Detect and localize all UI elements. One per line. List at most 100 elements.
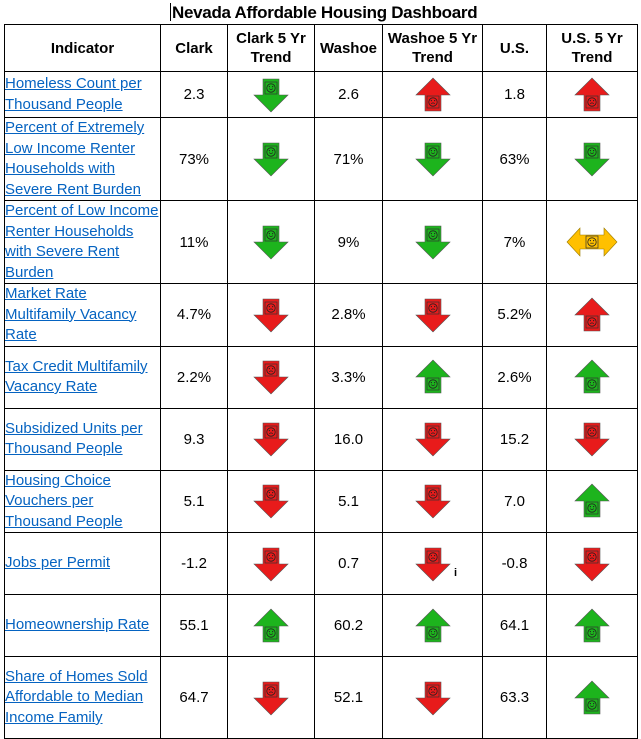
- washoe-value: 5.1: [314, 469, 383, 533]
- indicator-cell[interactable]: Percent of Extremely Low Income Renter H…: [4, 117, 161, 201]
- header-row: Indicator Clark Clark 5 Yr Trend Washoe …: [4, 24, 638, 72]
- table-row: Homeless Count per Thousand People 2.3 2.6…: [4, 71, 638, 118]
- indicator-cell[interactable]: Subsidized Units per Thousand People: [4, 407, 161, 471]
- indicator-cell[interactable]: Homeownership Rate: [4, 594, 161, 657]
- us-trend-cell: [546, 532, 638, 595]
- clark-trend-cell: [227, 200, 315, 284]
- clark-trend-cell: [227, 532, 315, 595]
- header-us-trend: U.S. 5 Yr Trend: [546, 24, 638, 72]
- bad-up-arrow-icon: [547, 77, 637, 113]
- header-us: U.S.: [482, 24, 547, 72]
- bad-down-arrow-icon: [383, 483, 482, 519]
- indicator-link[interactable]: Market Rate Multifamily Vacancy Rate: [5, 285, 137, 343]
- clark-value: 5.1: [160, 469, 228, 533]
- us-trend-cell: [546, 594, 638, 657]
- washoe-trend-cell: [382, 469, 483, 533]
- clark-value: 55.1: [160, 594, 228, 657]
- header-washoe-trend: Washoe 5 Yr Trend: [382, 24, 483, 72]
- us-value: -0.8: [482, 532, 547, 595]
- washoe-value: 2.8%: [314, 283, 383, 347]
- table-row: Subsidized Units per Thousand People 9.3 1…: [4, 407, 638, 471]
- clark-value: 11%: [160, 200, 228, 284]
- good-up-arrow-icon: [228, 608, 314, 644]
- us-value: 5.2%: [482, 283, 547, 347]
- indicator-link[interactable]: Homeless Count per Thousand People: [5, 75, 142, 113]
- bad-down-arrow-icon: [547, 546, 637, 582]
- footnote-marker: i: [453, 567, 457, 579]
- bad-down-arrow-icon: [383, 680, 482, 716]
- clark-value: 64.7: [160, 656, 228, 739]
- header-clark: Clark: [160, 24, 228, 72]
- indicator-cell[interactable]: Tax Credit Multifamily Vacancy Rate: [4, 345, 161, 409]
- page-title: Nevada Affordable Housing Dashboard: [170, 2, 478, 24]
- indicator-cell[interactable]: Market Rate Multifamily Vacancy Rate: [4, 283, 161, 347]
- good-down-arrow-icon: [383, 224, 482, 260]
- washoe-trend-cell: [382, 200, 483, 284]
- us-value: 2.6%: [482, 345, 547, 409]
- table-body: Homeless Count per Thousand People 2.3 2.6…: [4, 71, 638, 739]
- good-up-arrow-icon: [547, 483, 637, 519]
- good-up-arrow-icon: [383, 359, 482, 395]
- indicator-link[interactable]: Percent of Extremely Low Income Renter H…: [5, 119, 145, 198]
- washoe-value: 16.0: [314, 407, 383, 471]
- indicator-cell[interactable]: Percent of Low Income Renter Households …: [4, 200, 161, 284]
- washoe-value: 71%: [314, 117, 383, 201]
- washoe-value: 2.6: [314, 71, 383, 118]
- good-up-arrow-icon: [383, 608, 482, 644]
- us-value: 7%: [482, 200, 547, 284]
- bad-down-arrow-icon: [547, 421, 637, 457]
- indicator-cell[interactable]: Jobs per Permit: [4, 532, 161, 595]
- washoe-value: 9%: [314, 200, 383, 284]
- indicator-link[interactable]: Housing Choice Vouchers per Thousand Peo…: [5, 471, 123, 530]
- indicator-link[interactable]: Jobs per Permit: [5, 554, 111, 572]
- washoe-trend-cell: [382, 71, 483, 118]
- us-trend-cell: [546, 117, 638, 201]
- washoe-trend-cell: [382, 594, 483, 657]
- good-down-arrow-icon: [383, 141, 482, 177]
- bad-down-arrow-icon: [228, 359, 314, 395]
- clark-trend-cell: [227, 283, 315, 347]
- bad-down-arrow-icon: [383, 546, 482, 582]
- table-row: Tax Credit Multifamily Vacancy Rate 2.2% 3…: [4, 345, 638, 409]
- header-clark-trend: Clark 5 Yr Trend: [227, 24, 315, 72]
- good-up-arrow-icon: [547, 608, 637, 644]
- dashboard-table: Indicator Clark Clark 5 Yr Trend Washoe …: [4, 24, 638, 739]
- us-trend-cell: [546, 200, 638, 284]
- header-washoe: Washoe: [314, 24, 383, 72]
- table-row: Percent of Extremely Low Income Renter H…: [4, 117, 638, 201]
- indicator-link[interactable]: Share of Homes Sold Affordable to Median…: [5, 667, 148, 726]
- neutral-sideways-arrow-icon: [547, 226, 637, 258]
- good-down-arrow-icon: [228, 77, 314, 113]
- table-row: Share of Homes Sold Affordable to Median…: [4, 656, 638, 739]
- table-row: Market Rate Multifamily Vacancy Rate 4.7%…: [4, 283, 638, 347]
- bad-down-arrow-icon: [228, 680, 314, 716]
- indicator-cell[interactable]: Housing Choice Vouchers per Thousand Peo…: [4, 469, 161, 533]
- bad-down-arrow-icon: [228, 421, 314, 457]
- us-value: 64.1: [482, 594, 547, 657]
- washoe-trend-cell: [382, 283, 483, 347]
- indicator-link[interactable]: Subsidized Units per Thousand People: [5, 419, 143, 458]
- indicator-link[interactable]: Tax Credit Multifamily Vacancy Rate: [5, 357, 148, 396]
- indicator-cell[interactable]: Homeless Count per Thousand People: [4, 71, 161, 118]
- us-trend-cell: [546, 469, 638, 533]
- washoe-value: 0.7: [314, 532, 383, 595]
- indicator-cell[interactable]: Share of Homes Sold Affordable to Median…: [4, 656, 161, 739]
- clark-trend-cell: [227, 407, 315, 471]
- clark-value: 2.3: [160, 71, 228, 118]
- table-row: Percent of Low Income Renter Households …: [4, 200, 638, 284]
- bad-down-arrow-icon: [383, 297, 482, 333]
- clark-trend-cell: [227, 469, 315, 533]
- clark-value: 4.7%: [160, 283, 228, 347]
- indicator-link[interactable]: Homeownership Rate: [5, 616, 150, 634]
- clark-trend-cell: [227, 71, 315, 118]
- indicator-link[interactable]: Percent of Low Income Renter Households …: [5, 202, 159, 281]
- text-cursor: [170, 3, 171, 21]
- clark-trend-cell: [227, 594, 315, 657]
- us-value: 1.8: [482, 71, 547, 118]
- table-row: Homeownership Rate 55.1 60.2 64.1: [4, 594, 638, 657]
- bad-down-arrow-icon: [228, 546, 314, 582]
- washoe-value: 60.2: [314, 594, 383, 657]
- bad-down-arrow-icon: [383, 421, 482, 457]
- washoe-trend-cell: [382, 117, 483, 201]
